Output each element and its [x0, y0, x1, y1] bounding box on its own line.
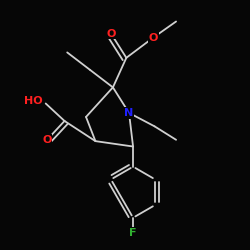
Text: HO: HO [24, 96, 43, 106]
Text: O: O [106, 28, 116, 38]
Text: O: O [148, 33, 158, 43]
Text: O: O [42, 135, 52, 145]
Text: F: F [129, 228, 137, 237]
Text: N: N [124, 108, 134, 118]
